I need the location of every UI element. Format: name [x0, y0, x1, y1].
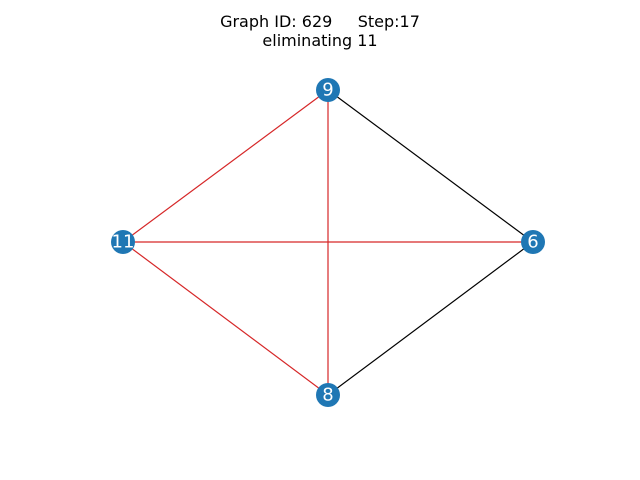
node-label-11: 11 [112, 232, 135, 253]
node-label-8: 8 [322, 385, 333, 406]
node-9: 9 [316, 78, 340, 102]
node-circle-8 [316, 383, 340, 407]
edge-6-8 [327, 241, 534, 396]
edges-layer [122, 89, 534, 396]
edge-11-8 [122, 241, 329, 396]
node-circle-6 [521, 230, 545, 254]
graph-title: Graph ID: 629 Step:17 eliminating 11 [0, 12, 640, 50]
graph-title-id-step: Graph ID: 629 Step:17 [220, 12, 420, 31]
node-circle-9 [316, 78, 340, 102]
node-label-9: 9 [322, 80, 333, 101]
node-circle-11 [111, 230, 135, 254]
node-6: 6 [521, 230, 545, 254]
nodes-layer: 9 11 6 8 [111, 78, 545, 407]
edge-11-9 [122, 89, 329, 243]
edge-9-6 [327, 89, 534, 243]
node-8: 8 [316, 383, 340, 407]
node-11: 11 [111, 230, 135, 254]
node-label-6: 6 [527, 232, 538, 253]
graph-title-elimination: eliminating 11 [262, 31, 378, 50]
